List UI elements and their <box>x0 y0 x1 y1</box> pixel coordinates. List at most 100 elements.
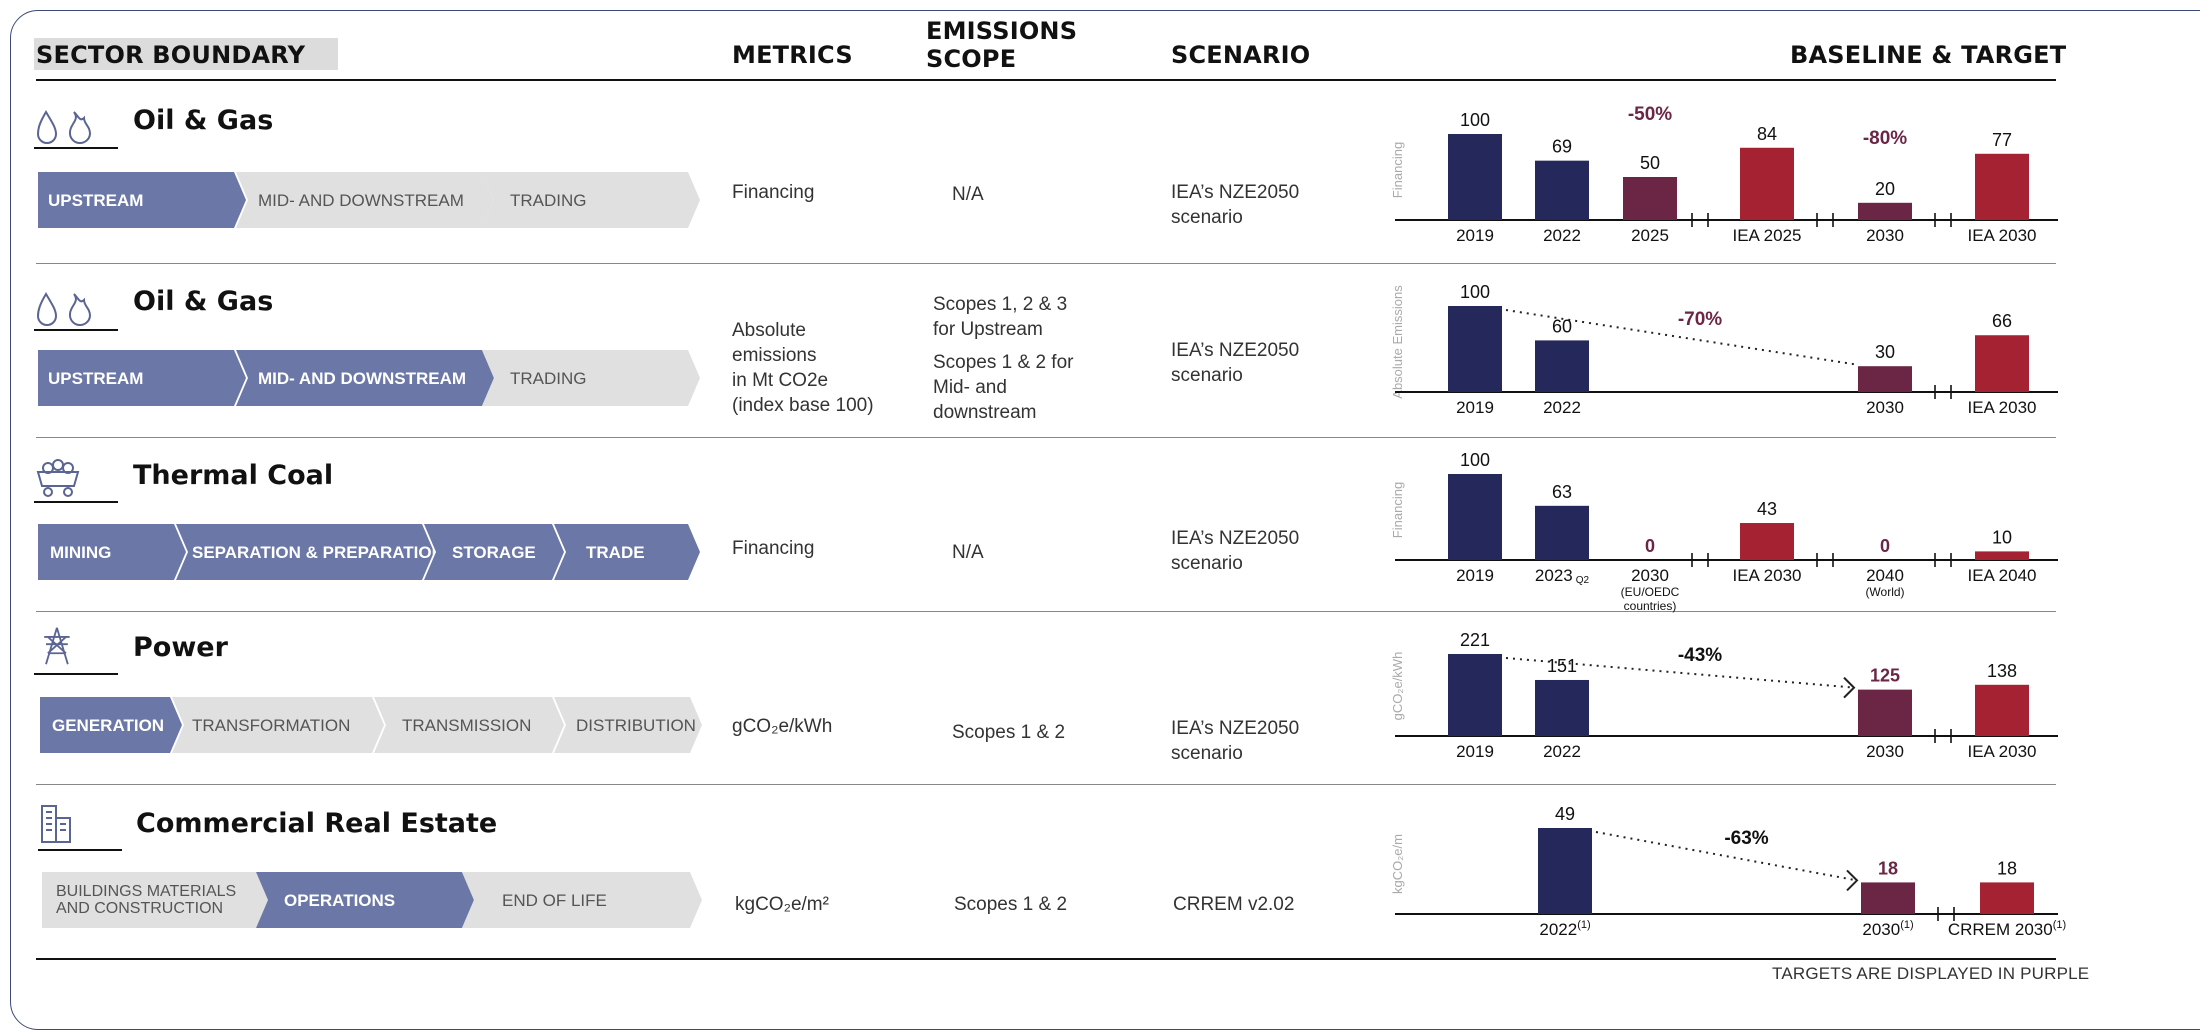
scope-cell: Scopes 1, 2 & 3 for Upstream Scopes 1 & 2… <box>933 294 1074 423</box>
category-label: IEA 2040 <box>1967 566 2036 585</box>
data-label: 0 <box>1645 536 1655 556</box>
data-label: 66 <box>1992 311 2012 331</box>
row-divider <box>36 784 2056 785</box>
category-note: (World) <box>1865 585 1904 599</box>
data-label: 49 <box>1555 804 1575 824</box>
data-label: 151 <box>1547 656 1577 676</box>
scope-cell: N/A <box>952 184 984 205</box>
value-chain-segment-separation-preparation: SEPARATION & PREPARATION <box>176 524 434 580</box>
metric-cell: kgCO₂e/m² <box>735 894 829 915</box>
data-label: 10 <box>1992 527 2012 547</box>
trend-annotation: -43% <box>1678 645 1722 666</box>
value-chain-segment-operations: OPERATIONS <box>256 872 474 928</box>
value-chain-segment-transmission: TRANSMISSION <box>374 697 564 753</box>
row-divider <box>36 437 2056 438</box>
value-chain-segment-buildings-materials: BUILDINGS MATERIALS AND CONSTRUCTION <box>42 872 268 928</box>
data-label: 30 <box>1875 342 1895 362</box>
data-label: 60 <box>1552 316 1572 336</box>
data-label: 100 <box>1460 110 1490 130</box>
metrics-header: METRICS <box>732 41 853 69</box>
data-label: 63 <box>1552 482 1572 502</box>
category-label: 2023 Q2 <box>1535 566 1590 586</box>
trend-annotation: -70% <box>1678 309 1722 330</box>
reduction-annotation: -50% <box>1628 104 1672 125</box>
metric-cell: Financing <box>732 182 815 203</box>
intensity-chart-power: gCO₂e/kWh 221 2019 151 2022 125 2030 138 IEA 203… <box>1390 630 2058 761</box>
sector-boundary-header-background <box>34 38 338 70</box>
category-label: 2019 <box>1456 742 1494 761</box>
bar-iea-2040 <box>1975 551 2029 560</box>
y-axis-label: Financing <box>1390 482 1405 538</box>
scenario-cell: IEA’s NZE2050 scenario <box>1171 718 1300 764</box>
value-chain-segment-storage: STORAGE <box>424 524 564 580</box>
scenario-header: SCENARIO <box>1171 41 1311 69</box>
category-label: 2025 <box>1631 226 1669 245</box>
category-label: 2030 <box>1866 742 1904 761</box>
title-underline <box>38 849 122 851</box>
scenario-cell: IEA’s NZE2050 scenario <box>1171 528 1300 574</box>
baseline-target-header: BASELINE & TARGET <box>1790 41 2067 69</box>
bottom-rule <box>36 958 2056 960</box>
bar-iea-2030 <box>1975 153 2029 220</box>
trend-arrowhead <box>1843 676 1856 699</box>
metric-cell: Absolute emissions in Mt CO2e (index base 1… <box>732 320 874 416</box>
data-label: 43 <box>1757 499 1777 519</box>
value-chain-segment-mid-downstream: MID- AND DOWNSTREAM <box>236 172 494 228</box>
coal-cart-icon <box>36 459 80 497</box>
bar-iea-2030 <box>1975 335 2029 392</box>
category-label: IEA 2030 <box>1967 398 2036 417</box>
category-label: 2040 <box>1866 566 1904 585</box>
title-underline <box>34 147 118 149</box>
category-label: IEA 2030 <box>1967 226 2036 245</box>
bar-2025 <box>1623 177 1677 220</box>
category-label: 2030 <box>1866 226 1904 245</box>
bar-2019 <box>1448 474 1502 560</box>
bar-2019 <box>1448 306 1502 392</box>
value-chain-segment-mid-downstream: MID- AND DOWNSTREAM <box>236 350 494 406</box>
category-label: 2022 <box>1543 226 1581 245</box>
bar-2022-1- <box>1538 828 1592 914</box>
emissions-scope-header-line1: EMISSIONS <box>926 17 1078 45</box>
row-divider <box>36 611 2056 612</box>
sector-title: Thermal Coal <box>133 460 334 491</box>
bar-2022 <box>1535 679 1589 736</box>
value-chain-segment-distribution: DISTRIBUTION <box>554 697 702 753</box>
data-label: 0 <box>1880 536 1890 556</box>
category-label: 2019 <box>1456 226 1494 245</box>
oil-gas-icon <box>36 110 92 144</box>
sector-title: Power <box>133 632 228 663</box>
bar-iea-2025 <box>1740 147 1794 220</box>
scenario-cell: CRREM v2.02 <box>1173 894 1295 915</box>
bar-2022 <box>1535 160 1589 220</box>
bar-2019 <box>1448 134 1502 220</box>
title-underline <box>34 673 118 675</box>
bar-2019 <box>1448 654 1502 736</box>
category-note: countries) <box>1624 599 1677 613</box>
data-label: 100 <box>1460 282 1490 302</box>
category-label: 2030 <box>1631 566 1669 585</box>
scenario-cell: IEA’s NZE2050 scenario <box>1171 340 1300 386</box>
bar-iea-2030 <box>1975 684 2029 736</box>
category-label: 2022(1) <box>1539 919 1590 939</box>
data-label: 77 <box>1992 130 2012 150</box>
reduction-annotation: -80% <box>1863 128 1907 149</box>
category-label: 2019 <box>1456 398 1494 417</box>
metric-cell: Financing <box>732 538 815 559</box>
scenario-cell: IEA’s NZE2050 scenario <box>1171 182 1300 228</box>
value-chain-segment-trading: TRADING <box>482 172 700 228</box>
title-underline <box>34 501 118 503</box>
bar-2022 <box>1535 340 1589 392</box>
emissions-chart-oil-gas: Absolute Emissions 100 2019 60 2022 30 2030 66 I… <box>1390 282 2058 417</box>
bar-2030 <box>1858 202 1912 220</box>
sector-title: Oil & Gas <box>133 286 274 317</box>
data-label: 138 <box>1987 661 2017 681</box>
value-chain-segment-transformation: TRANSFORMATION <box>172 697 384 753</box>
category-label: 2019 <box>1456 566 1494 585</box>
financing-chart-oil-gas-upstream: Financing 100 2019 69 2022 50 2025 84 IEA 2025 20… <box>1390 104 2058 245</box>
category-label: IEA 2030 <box>1967 742 2036 761</box>
data-label: 221 <box>1460 630 1490 650</box>
metric-cell: gCO₂e/kWh <box>732 716 833 737</box>
building-icon <box>41 805 71 843</box>
bar-crrem-2030-1- <box>1980 882 2034 914</box>
header-rule <box>36 79 2056 81</box>
